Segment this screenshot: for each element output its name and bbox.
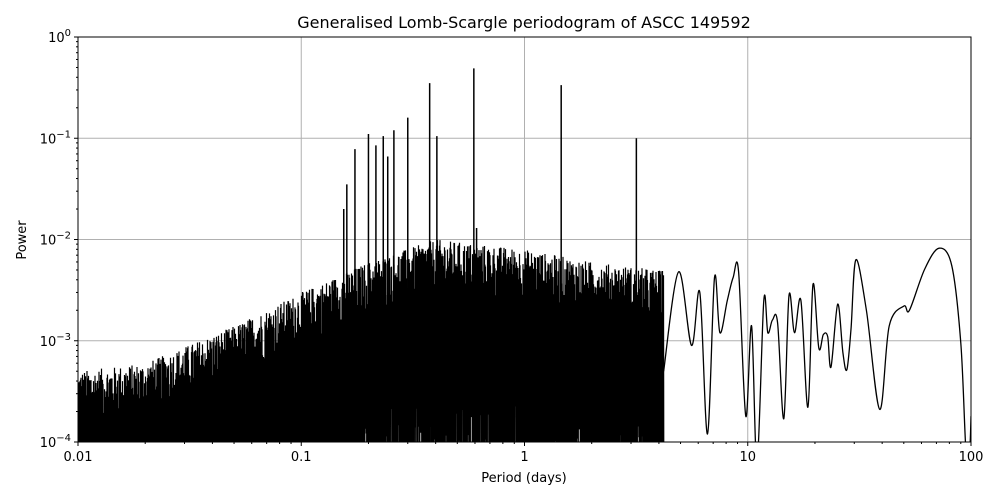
y-tick-label: 10−1 xyxy=(40,129,71,147)
y-tick-label: 10−4 xyxy=(40,433,71,451)
y-tick-label: 100 xyxy=(48,28,71,46)
x-tick-label: 100 xyxy=(959,450,984,465)
x-tick-label: 0.1 xyxy=(291,450,312,465)
x-axis-ticks: 0.01 0.1 1 10 100 xyxy=(64,442,984,465)
periodogram-line xyxy=(78,68,971,442)
chart-title: Generalised Lomb-Scargle periodogram of … xyxy=(297,13,751,32)
x-tick-label: 1 xyxy=(520,450,528,465)
x-tick-label: 0.01 xyxy=(64,450,93,465)
x-axis-label: Period (days) xyxy=(481,471,567,486)
y-tick-label: 10−3 xyxy=(40,332,71,350)
smooth-trace xyxy=(662,247,971,442)
noise-trace xyxy=(78,240,665,442)
y-axis-ticks: 10−4 10−3 10−2 10−1 100 xyxy=(40,28,78,451)
x-tick-label: 10 xyxy=(739,450,756,465)
y-tick-label: 10−2 xyxy=(40,231,71,249)
y-axis-label: Power xyxy=(15,220,30,260)
